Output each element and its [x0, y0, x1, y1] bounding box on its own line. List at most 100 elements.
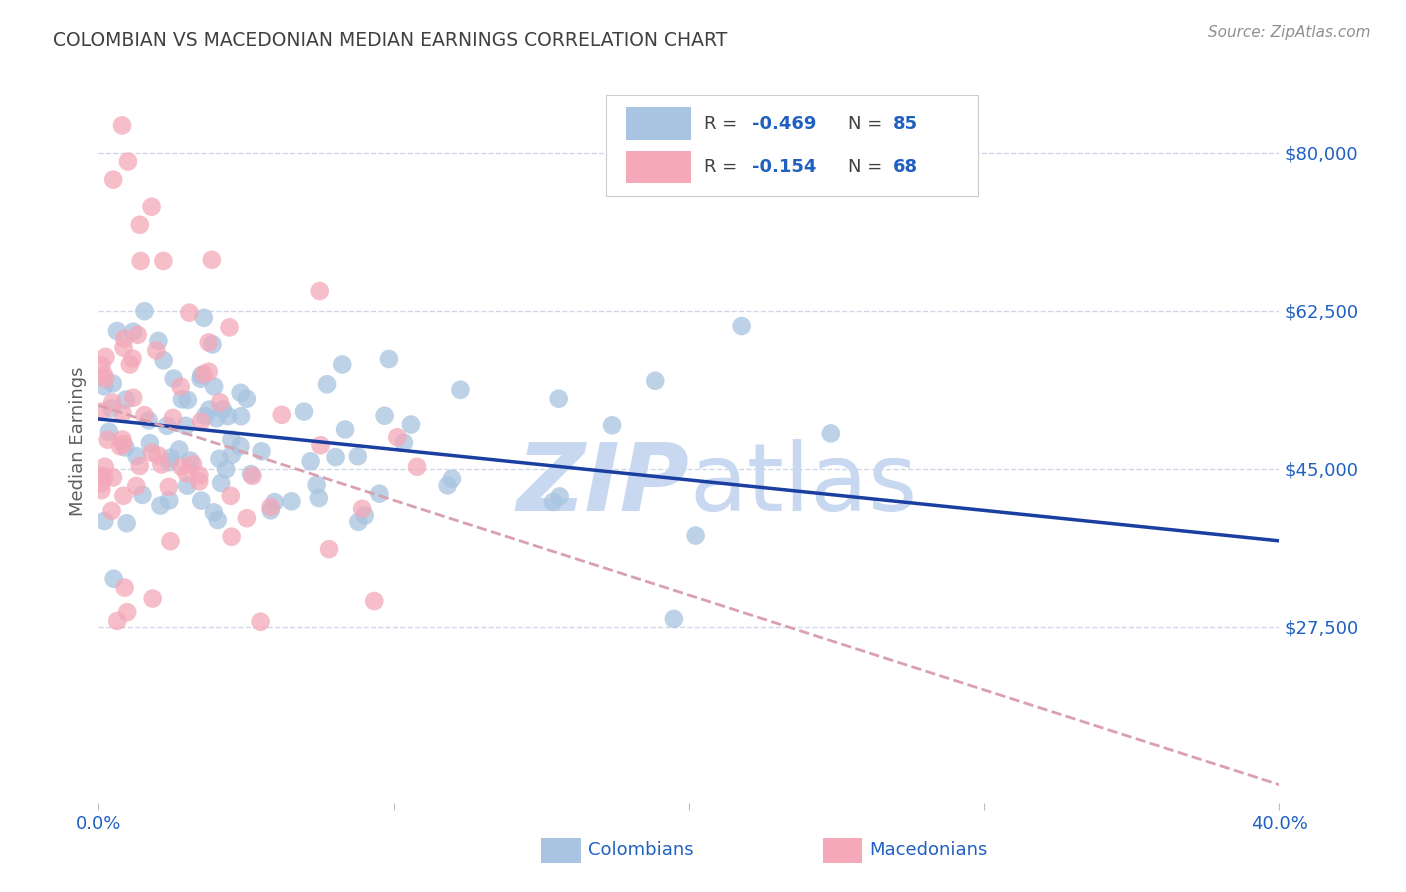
Text: atlas: atlas: [689, 439, 917, 531]
Text: -0.469: -0.469: [752, 115, 815, 133]
Point: [112, 489, 135, 503]
Point: [125, 449, 148, 463]
Point: [142, 591, 165, 606]
Point: [108, 439, 131, 453]
Point: [125, 479, 148, 493]
Point: [190, 368, 212, 383]
Point: [208, 395, 231, 409]
Point: [93, 379, 115, 393]
Point: [105, 614, 128, 628]
Point: [152, 353, 174, 368]
Point: [333, 423, 356, 437]
FancyBboxPatch shape: [606, 95, 979, 196]
Point: [117, 154, 139, 169]
Point: [308, 284, 330, 298]
Point: [159, 534, 181, 549]
Point: [352, 501, 374, 516]
Point: [190, 493, 212, 508]
Point: [197, 335, 219, 350]
Point: [260, 500, 283, 514]
Point: [330, 358, 353, 372]
Point: [399, 417, 422, 432]
Text: R =: R =: [704, 158, 744, 176]
Point: [170, 459, 193, 474]
Text: Source: ZipAtlas.com: Source: ZipAtlas.com: [1208, 25, 1371, 40]
Point: [193, 310, 215, 325]
Point: [236, 392, 259, 406]
Point: [221, 433, 243, 447]
Point: [250, 444, 273, 458]
Text: 85: 85: [893, 115, 918, 133]
Point: [318, 542, 340, 557]
Point: [229, 385, 252, 400]
Point: [305, 478, 328, 492]
Point: [363, 594, 385, 608]
Point: [111, 433, 134, 447]
Point: [97, 433, 120, 447]
Point: [207, 513, 229, 527]
Point: [662, 612, 685, 626]
Point: [299, 454, 322, 468]
Point: [308, 491, 330, 505]
Point: [94, 372, 117, 386]
Point: [111, 406, 134, 420]
Point: [112, 341, 135, 355]
Point: [94, 350, 117, 364]
Point: [167, 442, 190, 457]
Point: [90, 476, 112, 491]
Point: [112, 332, 135, 346]
Text: N =: N =: [848, 158, 889, 176]
Point: [163, 371, 186, 385]
Point: [198, 402, 221, 417]
Point: [548, 490, 571, 504]
Point: [170, 392, 193, 407]
Point: [131, 488, 153, 502]
Point: [600, 418, 623, 433]
Point: [100, 401, 122, 416]
Point: [169, 379, 191, 393]
Point: [368, 486, 391, 500]
Point: [157, 480, 180, 494]
Point: [209, 475, 232, 490]
Point: [101, 395, 124, 409]
Point: [353, 508, 375, 523]
Point: [103, 172, 125, 186]
Point: [179, 453, 201, 467]
Point: [685, 528, 707, 542]
Point: [197, 365, 219, 379]
Text: -0.154: -0.154: [752, 158, 815, 176]
Point: [236, 511, 259, 525]
Point: [159, 450, 181, 465]
Point: [97, 425, 120, 439]
Point: [229, 439, 252, 453]
Point: [190, 415, 212, 429]
Text: R =: R =: [704, 115, 744, 133]
Point: [112, 437, 135, 451]
Point: [115, 392, 138, 407]
Text: ZIP: ZIP: [516, 439, 689, 531]
Point: [90, 359, 112, 373]
Point: [115, 605, 138, 619]
Point: [263, 495, 285, 509]
Point: [156, 418, 179, 433]
Point: [146, 449, 169, 463]
Point: [346, 450, 368, 464]
Point: [820, 426, 842, 441]
Point: [249, 615, 271, 629]
Point: [221, 448, 243, 462]
Point: [202, 379, 225, 393]
Point: [240, 467, 263, 481]
Point: [122, 325, 145, 339]
Point: [101, 376, 124, 391]
Point: [325, 450, 347, 464]
Point: [93, 459, 115, 474]
Point: [138, 413, 160, 427]
Point: [90, 404, 112, 418]
Point: [221, 530, 243, 544]
Point: [260, 503, 283, 517]
Point: [134, 304, 156, 318]
Point: [128, 218, 150, 232]
Point: [122, 391, 145, 405]
Text: Macedonians: Macedonians: [869, 841, 987, 859]
Point: [115, 516, 138, 531]
